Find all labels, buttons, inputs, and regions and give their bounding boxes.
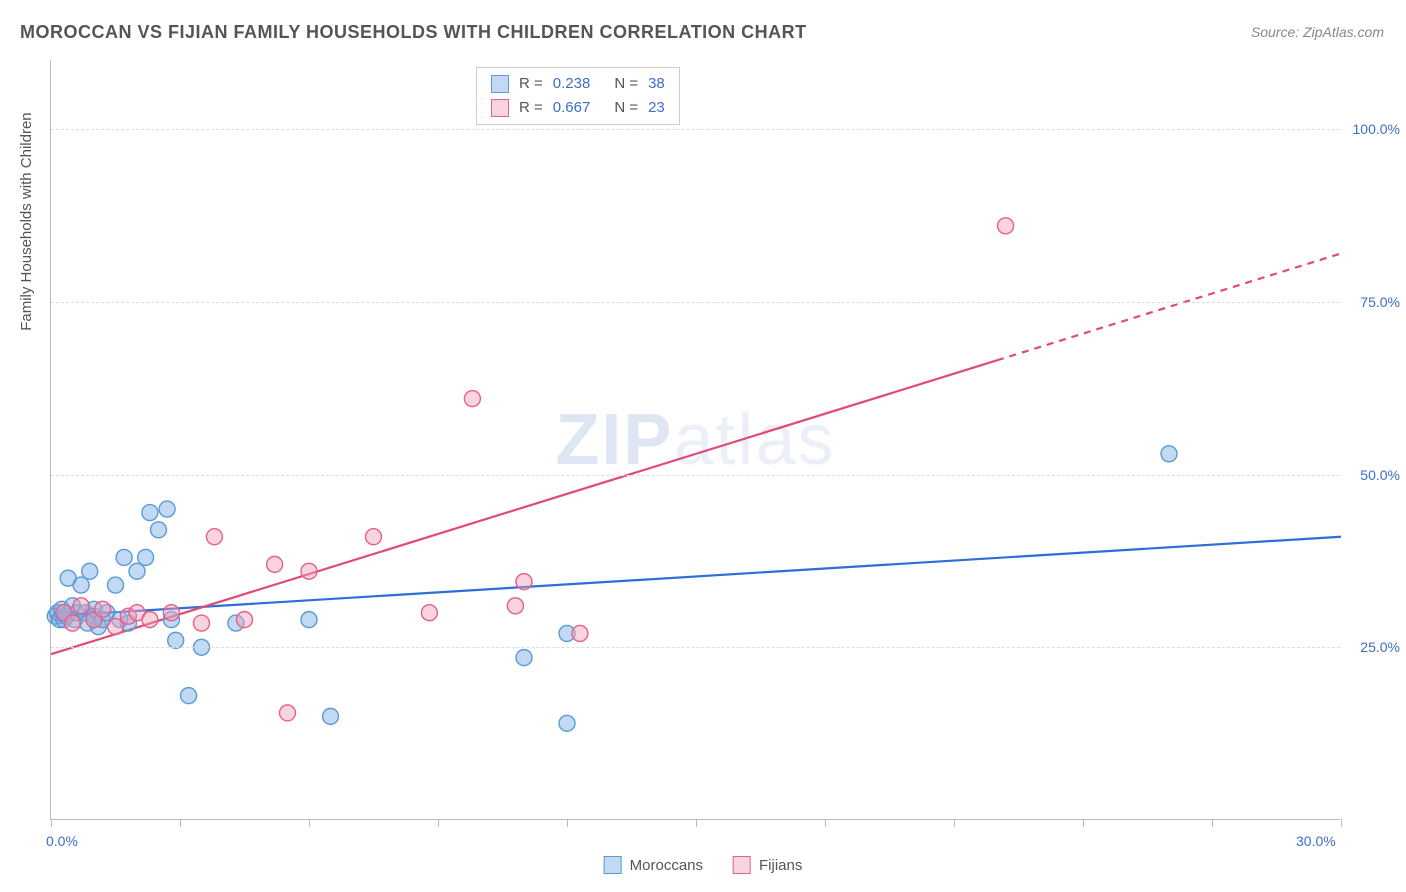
data-point: [206, 529, 222, 545]
legend-swatch: [733, 856, 751, 874]
x-tick: [309, 819, 310, 827]
x-tick: [51, 819, 52, 827]
data-point: [163, 605, 179, 621]
x-tick: [438, 819, 439, 827]
data-point: [108, 619, 124, 635]
data-point: [82, 563, 98, 579]
y-tick-label: 25.0%: [1360, 639, 1400, 655]
plot-svg: [51, 60, 1340, 819]
x-tick: [825, 819, 826, 827]
data-point: [280, 705, 296, 721]
data-point: [138, 549, 154, 565]
trend-line: [51, 360, 997, 654]
data-point: [151, 522, 167, 538]
x-tick: [1083, 819, 1084, 827]
data-point: [129, 563, 145, 579]
data-point: [516, 650, 532, 666]
data-point: [168, 632, 184, 648]
data-point: [95, 601, 111, 617]
data-point: [301, 612, 317, 628]
gridline: [51, 475, 1340, 476]
data-point: [323, 708, 339, 724]
trend-line: [51, 537, 1341, 616]
x-tick: [567, 819, 568, 827]
y-tick-label: 50.0%: [1360, 467, 1400, 483]
data-point: [142, 612, 158, 628]
y-tick-label: 100.0%: [1353, 121, 1400, 137]
data-point: [421, 605, 437, 621]
data-point: [507, 598, 523, 614]
legend-item: Fijians: [733, 856, 802, 874]
data-point: [366, 529, 382, 545]
x-tick-label: 30.0%: [1296, 833, 1336, 849]
data-point: [1161, 446, 1177, 462]
data-point: [73, 577, 89, 593]
chart-title: MOROCCAN VS FIJIAN FAMILY HOUSEHOLDS WIT…: [20, 22, 807, 43]
data-point: [142, 505, 158, 521]
plot-area: ZIPatlas R = 0.238N = 38R = 0.667N = 23 …: [50, 60, 1340, 820]
legend-swatch: [604, 856, 622, 874]
data-point: [159, 501, 175, 517]
series-legend: Moroccans Fijians: [604, 856, 803, 874]
data-point: [181, 688, 197, 704]
x-tick-label: 0.0%: [46, 833, 78, 849]
x-tick: [954, 819, 955, 827]
data-point: [464, 391, 480, 407]
x-tick: [1212, 819, 1213, 827]
legend-item: Moroccans: [604, 856, 703, 874]
legend-label: Moroccans: [630, 857, 703, 874]
gridline: [51, 129, 1340, 130]
data-point: [73, 598, 89, 614]
trend-line-extrapolated: [997, 253, 1341, 360]
legend-label: Fijians: [759, 857, 802, 874]
data-point: [194, 615, 210, 631]
data-point: [559, 715, 575, 731]
y-tick-label: 75.0%: [1360, 294, 1400, 310]
x-tick: [180, 819, 181, 827]
data-point: [301, 563, 317, 579]
gridline: [51, 647, 1340, 648]
data-point: [116, 549, 132, 565]
data-point: [108, 577, 124, 593]
data-point: [65, 615, 81, 631]
data-point: [572, 625, 588, 641]
source-attribution: Source: ZipAtlas.com: [1251, 24, 1384, 40]
data-point: [237, 612, 253, 628]
data-point: [267, 556, 283, 572]
data-point: [516, 574, 532, 590]
chart-container: MOROCCAN VS FIJIAN FAMILY HOUSEHOLDS WIT…: [0, 0, 1406, 892]
data-point: [998, 218, 1014, 234]
x-tick: [696, 819, 697, 827]
y-axis-title: Family Households with Children: [18, 112, 35, 330]
x-tick: [1341, 819, 1342, 827]
gridline: [51, 302, 1340, 303]
